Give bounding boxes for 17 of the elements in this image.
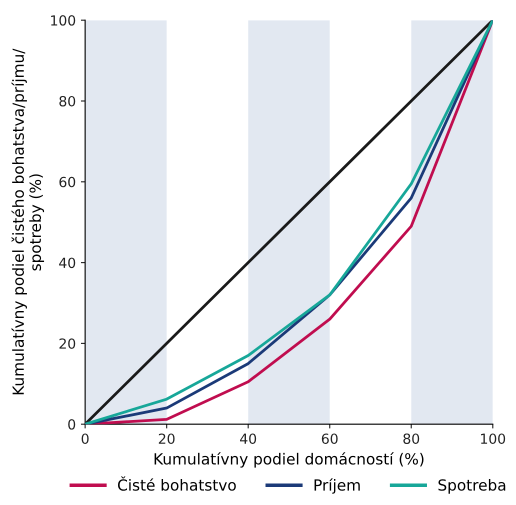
x-axis-title: Kumulatívny podiel domácností (%): [154, 452, 424, 468]
x-tick-label: 100: [481, 433, 506, 444]
legend-label: Príjem: [314, 478, 360, 494]
legend-label: Spotreba: [438, 478, 506, 494]
x-tick-label: 0: [82, 433, 89, 444]
y-tick-label: 80: [59, 96, 76, 106]
x-tick-label: 60: [322, 433, 338, 444]
legend-label: Čisté bohatstvo: [118, 476, 236, 491]
x-tick-label: 20: [158, 433, 175, 444]
y-tick-label: 20: [59, 338, 76, 349]
y-axis-title: Kumulatívny podiel čistého bohatstva/príjmu/ spotreby (%): [12, 48, 44, 394]
y-tick-label: 100: [51, 15, 76, 26]
x-tick-label: 80: [403, 433, 420, 444]
x-tick-label: 40: [240, 433, 256, 444]
y-tick-label: 0: [68, 419, 76, 430]
y-tick-label: 60: [59, 176, 76, 188]
y-tick-label: 40: [59, 258, 76, 268]
